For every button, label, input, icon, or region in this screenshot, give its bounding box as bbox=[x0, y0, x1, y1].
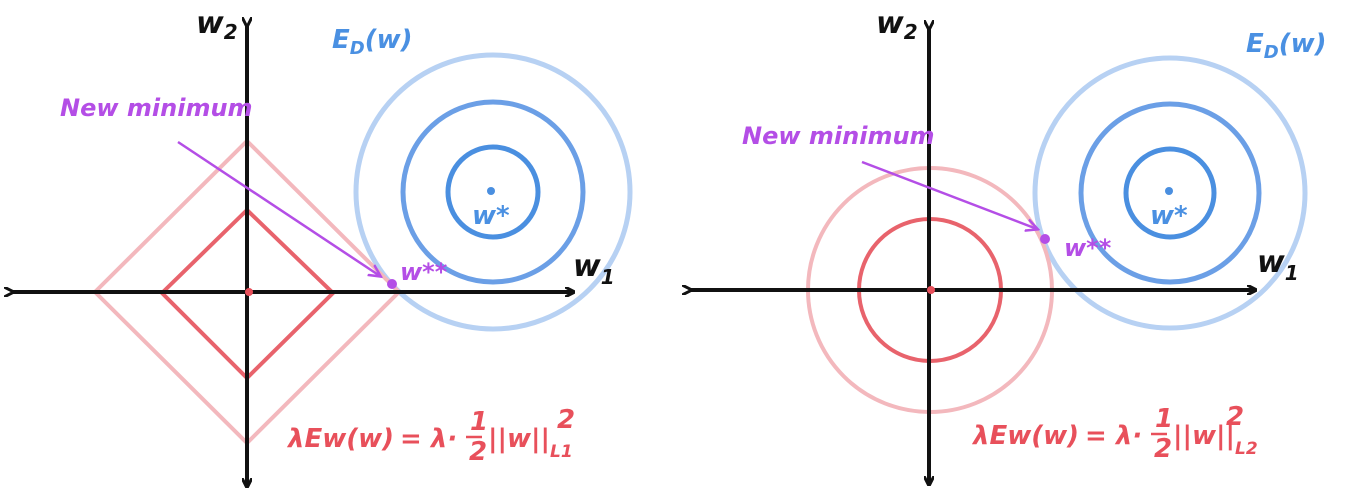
data-loss-contour-middle bbox=[400, 99, 586, 285]
data-loss-contour-middle bbox=[1078, 101, 1262, 285]
formula-norm: ||w||L1 bbox=[488, 424, 573, 462]
axis-y-label: w2 bbox=[876, 6, 918, 44]
data-loss-contour-outer bbox=[353, 52, 633, 332]
origin-point bbox=[927, 286, 935, 294]
data-loss-label: ED(w) bbox=[1246, 29, 1327, 63]
formula-denominator: 2 bbox=[469, 437, 487, 467]
formula-numerator: 1 bbox=[1155, 404, 1173, 434]
axis-y-label: w2 bbox=[196, 6, 238, 44]
panel-l1: w2 w1 ED(w) w* New minimum w** λEw(w) = λ… bbox=[12, 6, 633, 486]
axis-x-label: w1 bbox=[573, 249, 615, 289]
data-loss-contour-inner bbox=[1123, 146, 1217, 240]
origin-point bbox=[245, 288, 253, 296]
axis-x-label: w1 bbox=[1257, 245, 1299, 285]
formula-denominator: 2 bbox=[1154, 434, 1172, 464]
new-minimum-label: w** bbox=[1064, 234, 1112, 262]
new-minimum-point bbox=[1040, 234, 1050, 244]
formula-lhs: λEw(w) = λ· bbox=[971, 421, 1142, 451]
formula-lhs: λEw(w) = λ· bbox=[286, 424, 457, 454]
panel-l2: w2 w1 ED(w) w* New minimum w** λEw(w) = λ… bbox=[690, 6, 1327, 484]
new-minimum-label: w** bbox=[400, 258, 448, 286]
optimum-point bbox=[1165, 187, 1173, 195]
optimum-label: w* bbox=[472, 201, 510, 231]
new-minimum-point bbox=[387, 279, 397, 289]
regularizer-formula: λEw(w) = λ· 1 2 ||w||L2 2 bbox=[971, 402, 1258, 464]
new-minimum-annotation: New minimum bbox=[60, 94, 253, 122]
formula-norm-power: 2 bbox=[1226, 402, 1244, 432]
optimum-point bbox=[487, 187, 495, 195]
formula-norm: ||w||L2 bbox=[1173, 421, 1258, 459]
formula-numerator: 1 bbox=[470, 407, 488, 437]
data-loss-contour-outer bbox=[1032, 55, 1308, 331]
new-minimum-annotation: New minimum bbox=[742, 122, 935, 150]
regularizer-formula: λEw(w) = λ· 1 2 ||w||L1 2 bbox=[286, 405, 575, 467]
data-loss-contour-inner bbox=[445, 144, 541, 240]
formula-norm-power: 2 bbox=[557, 405, 575, 435]
new-minimum-arrow bbox=[177, 140, 380, 276]
optimum-label: w* bbox=[1150, 201, 1188, 231]
data-loss-label: ED(w) bbox=[332, 25, 413, 59]
new-minimum-arrow bbox=[861, 160, 1037, 229]
